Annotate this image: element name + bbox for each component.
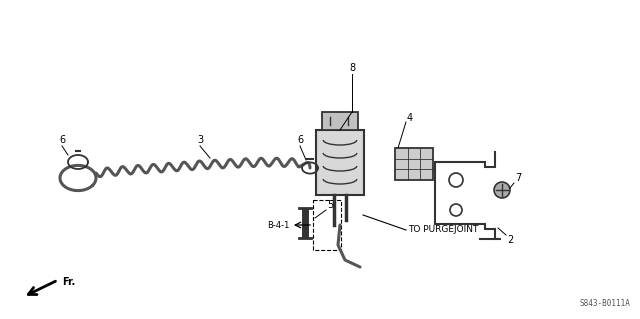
Text: 5: 5 [327,200,333,210]
Text: Fr.: Fr. [62,277,76,287]
Text: B-4-1: B-4-1 [267,220,289,229]
Text: 6: 6 [59,135,65,145]
Bar [313,200,341,250]
Text: 8: 8 [349,63,355,73]
Text: 6: 6 [297,135,303,145]
Text: 3: 3 [197,135,203,145]
Text: 7: 7 [515,173,521,183]
Text: S843-B0111A: S843-B0111A [579,299,630,308]
Text: TO PURGEJOINT: TO PURGEJOINT [408,226,478,234]
Text: 2: 2 [507,235,513,245]
Bar [322,112,358,130]
Bar [395,148,433,180]
Circle shape [494,182,510,198]
Bar [316,130,364,195]
Text: 4: 4 [407,113,413,123]
